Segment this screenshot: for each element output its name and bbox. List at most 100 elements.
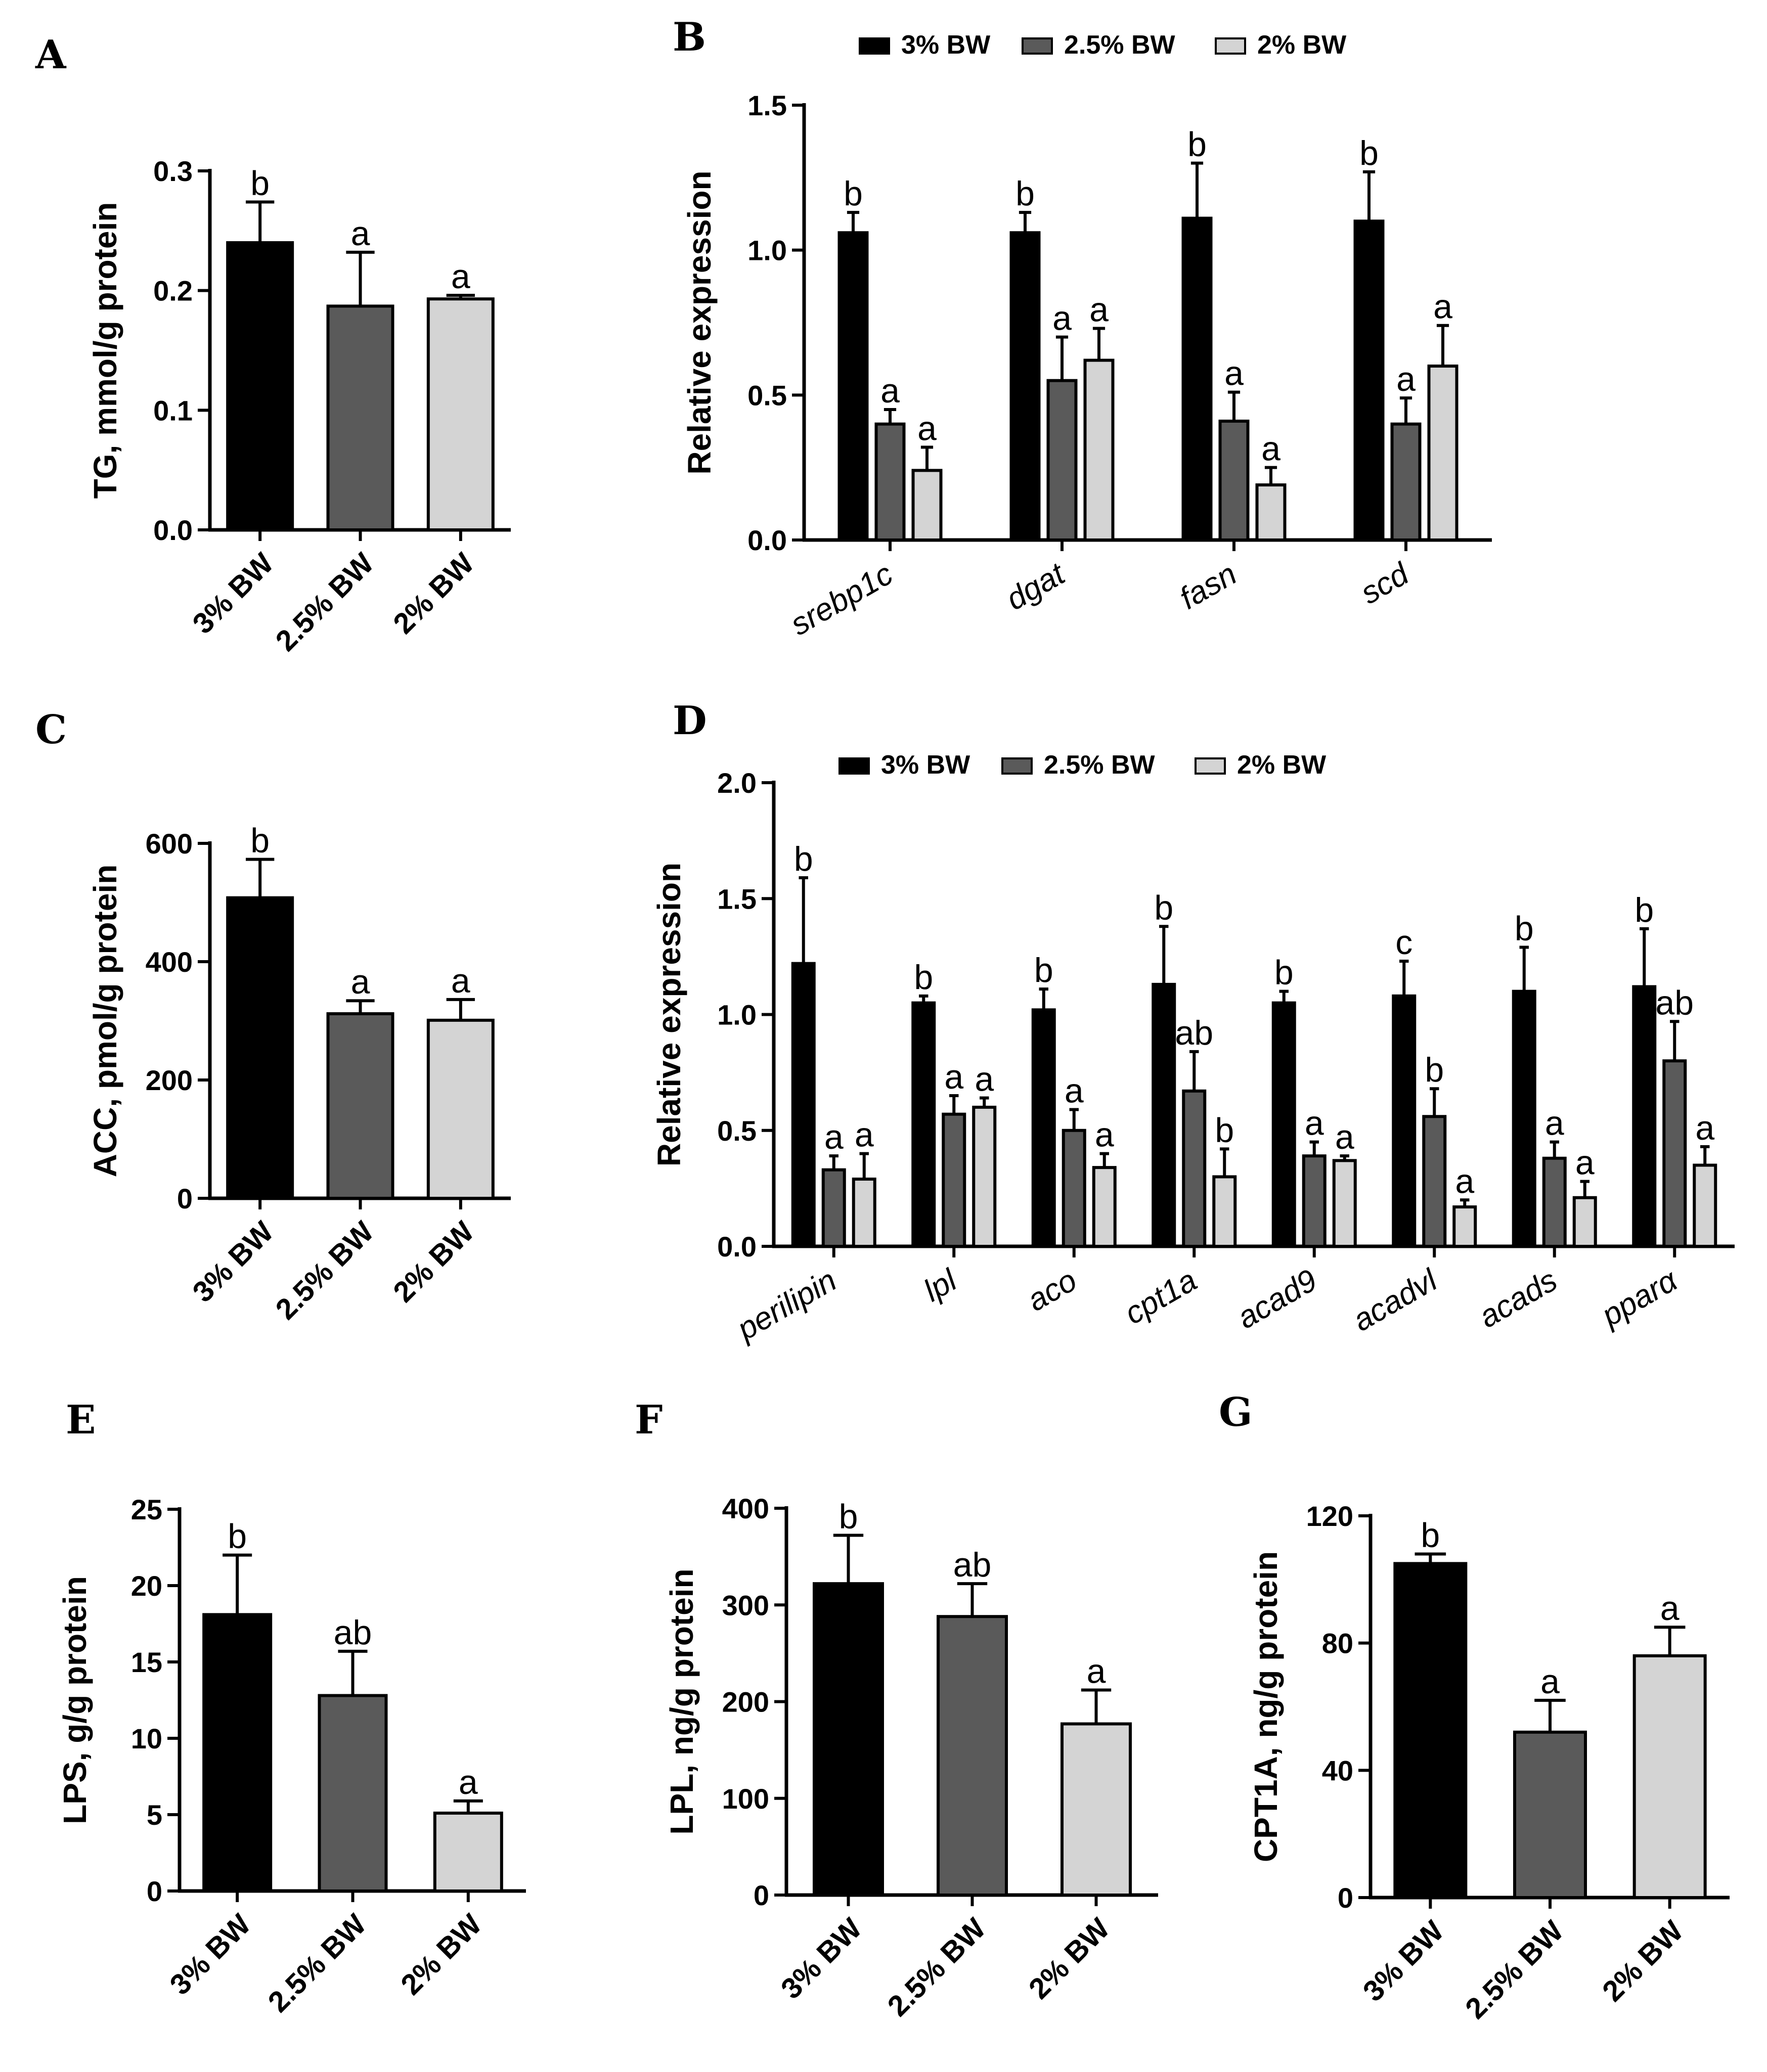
significance-letter: a: [1540, 1662, 1560, 1701]
x-category-label: 2.5% BW: [881, 1912, 992, 2022]
x-category-label: 3% BW: [186, 547, 280, 640]
legend-label: 3% BW: [881, 750, 970, 780]
bar: [326, 304, 394, 532]
y-axis-label: LPL, ng/g protein: [664, 1568, 700, 1834]
y-tick-label: 2.0: [717, 767, 757, 799]
y-tick-label: 10: [131, 1723, 162, 1754]
x-category-label: dgat: [1000, 556, 1072, 617]
x-category-label: 2% BW: [1596, 1914, 1690, 2008]
x-category-label: cpt1a: [1119, 1263, 1203, 1331]
panel-letter: D: [673, 698, 707, 744]
significance-letter: b: [1515, 910, 1534, 948]
significance-letter: a: [451, 962, 470, 1000]
bar: [1422, 1115, 1447, 1248]
bar: [433, 1811, 503, 1893]
bar: [1662, 1059, 1687, 1248]
panel-a: A 0.0 0.1 0.2 0.3 TG, mmol/g protein b 3% BW a 2.…: [35, 32, 511, 657]
significance-letter: ab: [953, 1546, 992, 1584]
bar: [1092, 1166, 1117, 1248]
legend: 3% BW 2.5% BW 2% BW: [859, 30, 1347, 60]
bar: [813, 1582, 884, 1897]
bar: [852, 1178, 876, 1248]
significance-letter: b: [228, 1517, 247, 1556]
bar: [1212, 1175, 1237, 1248]
y-tick-label: 0: [1338, 1882, 1353, 1914]
significance-letter: b: [1359, 134, 1379, 172]
bar: [426, 1018, 495, 1200]
y-tick-label: 0: [147, 1875, 162, 1907]
bar: [1572, 1196, 1597, 1248]
y-tick-label: 0.3: [153, 155, 193, 187]
panel-c: C 0 200 400 600 ACC, pmol/g protein b 3% BW a 2.5…: [35, 707, 511, 1326]
significance-letter: b: [794, 840, 813, 878]
y-tick-label: 1.5: [717, 883, 757, 915]
bar: [911, 1001, 936, 1248]
significance-letter: a: [1065, 1071, 1084, 1110]
y-tick-label: 0: [754, 1879, 769, 1911]
bar: [1452, 1205, 1477, 1248]
bar: [1062, 1129, 1086, 1248]
panel-letter: F: [635, 1397, 662, 1443]
y-tick-label: 0.0: [717, 1231, 757, 1263]
significance-letter: a: [1089, 290, 1109, 329]
y-tick-label: 400: [722, 1493, 769, 1524]
bar: [1542, 1156, 1567, 1248]
significance-letter: a: [1660, 1589, 1680, 1628]
legend: 3% BW 2.5% BW 2% BW: [838, 750, 1327, 780]
significance-letter: b: [1421, 1516, 1440, 1555]
significance-letter: a: [917, 410, 937, 448]
panel-g: G 0 40 80 120 CPT1A, ng/g protein b 3% BW a 2.5% …: [1219, 1389, 1730, 2025]
significance-letter: a: [351, 214, 370, 253]
bar: [972, 1105, 997, 1248]
bar: [1152, 982, 1176, 1248]
significance-letter: b: [1215, 1111, 1234, 1149]
significance-letter: b: [1635, 891, 1654, 929]
y-tick-label: 80: [1322, 1628, 1353, 1659]
y-axis-label: Relative expression: [681, 170, 718, 474]
significance-letter: a: [1095, 1116, 1114, 1154]
x-category-label: aco: [1022, 1263, 1083, 1318]
x-category-label: 3% BW: [775, 1912, 868, 2005]
bar: [1427, 365, 1459, 542]
y-tick-label: 300: [722, 1589, 769, 1621]
bar: [1632, 1654, 1707, 1899]
x-category-label: pparα: [1595, 1263, 1684, 1334]
significance-letter: b: [839, 1498, 858, 1536]
significance-letter: a: [1261, 430, 1280, 468]
bar: [1271, 1001, 1296, 1248]
significance-letter: a: [451, 257, 470, 296]
y-axis-label: ACC, pmol/g protein: [87, 865, 123, 1178]
legend-label: 2% BW: [1237, 750, 1327, 780]
significance-letter: ab: [1175, 1014, 1213, 1052]
y-tick-label: 0.5: [747, 379, 787, 411]
significance-letter: a: [1575, 1144, 1595, 1182]
bar: [937, 1615, 1008, 1897]
x-category-label: 2% BW: [387, 1215, 480, 1309]
x-category-label: fasn: [1174, 556, 1243, 616]
y-tick-label: 600: [146, 828, 193, 860]
significance-letter: a: [1087, 1652, 1106, 1691]
significance-letter: a: [1396, 360, 1416, 398]
y-tick-label: 0.1: [153, 394, 193, 426]
x-category-label: 2.5% BW: [262, 1908, 373, 2018]
y-tick-label: 120: [1306, 1500, 1353, 1532]
panel-letter: G: [1219, 1389, 1253, 1435]
significance-letter: a: [1305, 1104, 1324, 1143]
legend-label: 2.5% BW: [1064, 30, 1176, 60]
bar: [942, 1112, 966, 1248]
bar: [1392, 994, 1417, 1248]
bar: [226, 896, 294, 1200]
significance-letter: a: [880, 372, 900, 410]
bar: [426, 297, 495, 531]
y-axis-label: LPS, g/g protein: [57, 1576, 93, 1824]
significance-letter: b: [1034, 951, 1053, 989]
y-tick-label: 0: [177, 1183, 193, 1214]
y-tick-label: 0.5: [717, 1115, 757, 1147]
x-category-label: srebp1c: [784, 556, 899, 642]
significance-letter: c: [1395, 923, 1412, 962]
legend-label: 2% BW: [1257, 30, 1347, 60]
legend-swatch: [1195, 757, 1226, 775]
panel-f: F 0 100 200 300 400 LPL, ng/g protein b 3% BW ab 2…: [635, 1397, 1158, 2022]
x-category-label: perilipin: [730, 1263, 842, 1347]
